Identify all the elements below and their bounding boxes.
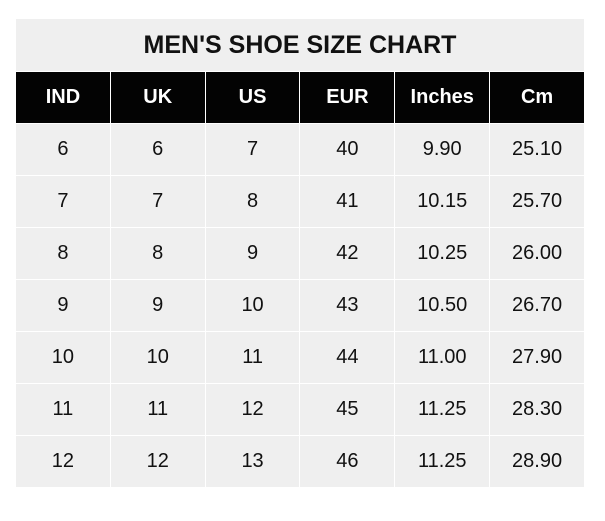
header-row: IND UK US EUR Inches Cm (15, 71, 585, 124)
cell-eur: 42 (299, 227, 396, 280)
cell-eur: 43 (299, 279, 396, 332)
cell-us: 8 (204, 175, 301, 228)
column-header-inches: Inches (394, 71, 491, 124)
cell-uk: 8 (109, 227, 206, 280)
cell-ind: 8 (15, 227, 111, 280)
cell-eur: 46 (299, 435, 396, 488)
column-header-uk: UK (109, 71, 206, 124)
cell-ind: 7 (15, 175, 111, 228)
cell-ind: 6 (15, 123, 111, 176)
cell-ind: 11 (15, 383, 111, 436)
cell-eur: 44 (299, 331, 396, 384)
table-row: 6 6 7 40 9.90 25.10 (15, 123, 585, 176)
cell-eur: 40 (299, 123, 396, 176)
cell-us: 12 (204, 383, 301, 436)
cell-cm: 27.90 (489, 331, 585, 384)
chart-title: MEN'S SHOE SIZE CHART (15, 18, 585, 72)
cell-uk: 7 (109, 175, 206, 228)
cell-cm: 25.70 (489, 175, 585, 228)
table-row: 11 11 12 45 11.25 28.30 (15, 383, 585, 436)
cell-uk: 10 (109, 331, 206, 384)
cell-cm: 28.90 (489, 435, 585, 488)
column-header-ind: IND (15, 71, 111, 124)
cell-cm: 28.30 (489, 383, 585, 436)
column-header-us: US (204, 71, 301, 124)
cell-us: 13 (204, 435, 301, 488)
column-header-eur: EUR (299, 71, 396, 124)
cell-uk: 6 (109, 123, 206, 176)
cell-ind: 9 (15, 279, 111, 332)
cell-ind: 10 (15, 331, 111, 384)
cell-inches: 10.15 (394, 175, 491, 228)
cell-cm: 25.10 (489, 123, 585, 176)
cell-inches: 11.00 (394, 331, 491, 384)
cell-ind: 12 (15, 435, 111, 488)
table-row: 12 12 13 46 11.25 28.90 (15, 435, 585, 488)
table-row: 9 9 10 43 10.50 26.70 (15, 279, 585, 332)
cell-eur: 45 (299, 383, 396, 436)
cell-uk: 9 (109, 279, 206, 332)
cell-inches: 9.90 (394, 123, 491, 176)
cell-cm: 26.00 (489, 227, 585, 280)
table-row: 8 8 9 42 10.25 26.00 (15, 227, 585, 280)
cell-eur: 41 (299, 175, 396, 228)
cell-us: 11 (204, 331, 301, 384)
cell-inches: 10.25 (394, 227, 491, 280)
cell-us: 10 (204, 279, 301, 332)
cell-uk: 12 (109, 435, 206, 488)
cell-uk: 11 (109, 383, 206, 436)
table-row: 7 7 8 41 10.15 25.70 (15, 175, 585, 228)
cell-us: 9 (204, 227, 301, 280)
table-row: 10 10 11 44 11.00 27.90 (15, 331, 585, 384)
size-chart-table: MEN'S SHOE SIZE CHART IND UK US EUR Inches Cm… (15, 18, 585, 488)
cell-us: 7 (204, 123, 301, 176)
cell-inches: 11.25 (394, 383, 491, 436)
cell-inches: 11.25 (394, 435, 491, 488)
cell-inches: 10.50 (394, 279, 491, 332)
title-row: MEN'S SHOE SIZE CHART (15, 18, 585, 72)
cell-cm: 26.70 (489, 279, 585, 332)
column-header-cm: Cm (489, 71, 585, 124)
